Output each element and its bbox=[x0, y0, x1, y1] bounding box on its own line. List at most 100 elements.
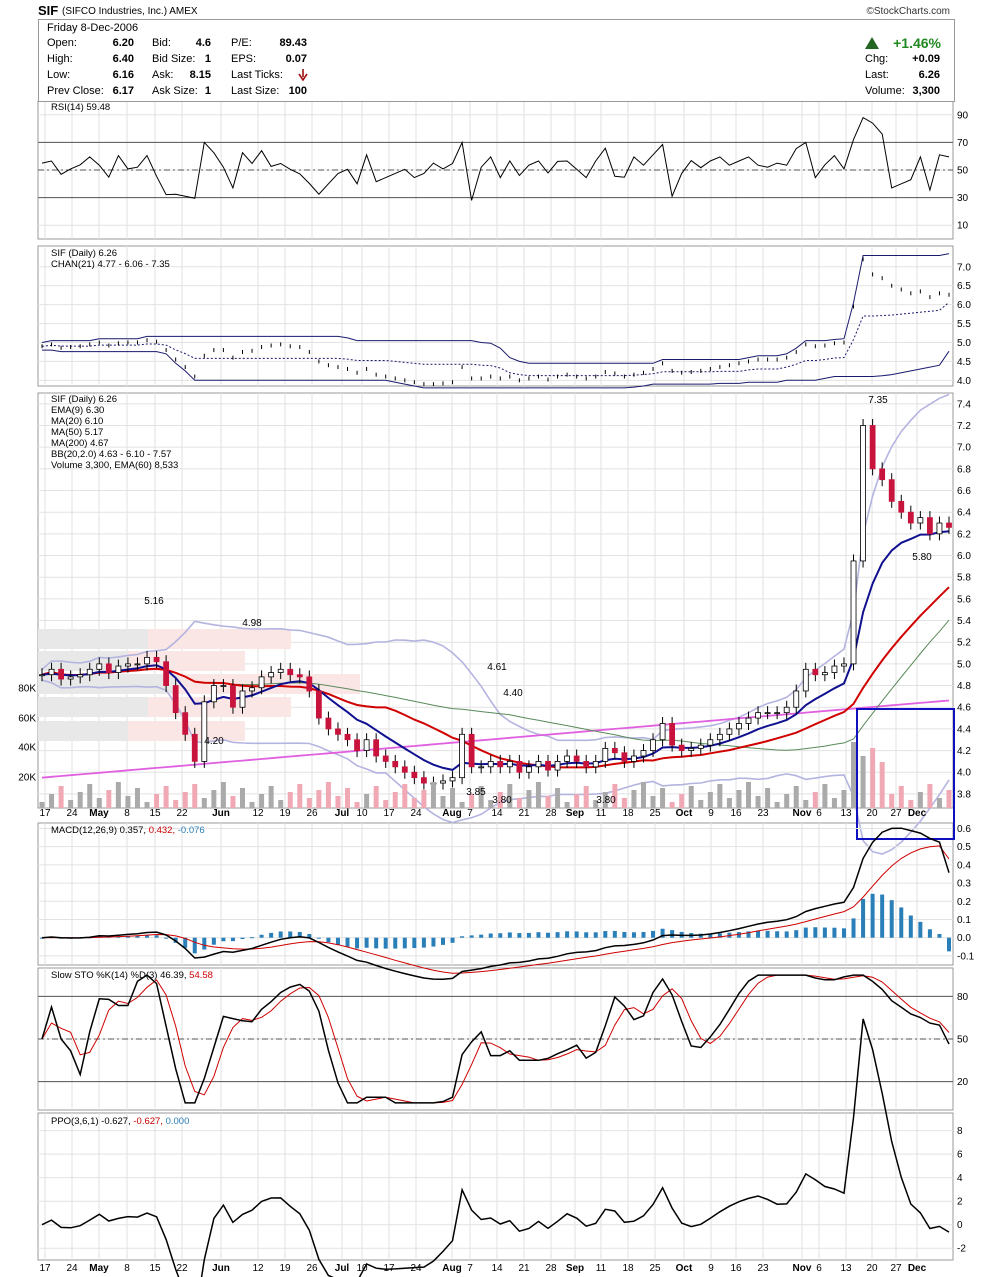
macd-hist-bar bbox=[125, 935, 130, 938]
sto-legend: Slow STO %K(14) %D(3) 46.39, 54.58 bbox=[51, 970, 213, 981]
x-label-1-11: 10 bbox=[356, 1263, 368, 1274]
volume-bar bbox=[325, 782, 331, 808]
volume-bar bbox=[316, 790, 322, 808]
candle-body bbox=[506, 761, 513, 768]
price-annotation-9: 5.80 bbox=[912, 552, 932, 563]
x-label-0-14: Aug bbox=[442, 808, 461, 819]
x-label-1-25: 16 bbox=[730, 1263, 742, 1274]
low-label: Low: bbox=[47, 69, 71, 81]
x-label-1-17: 21 bbox=[518, 1263, 530, 1274]
tick-sto-2: 80 bbox=[957, 992, 969, 1003]
tick-price-2: 4.2 bbox=[957, 746, 971, 757]
tick-ppo-1: 0 bbox=[957, 1220, 963, 1231]
tick-chan-4: 6.0 bbox=[957, 300, 971, 311]
macd-hist-bar bbox=[221, 937, 226, 942]
x-label-1-19: Sep bbox=[566, 1263, 584, 1274]
chan-title-legend: SIF (Daily) 6.26 bbox=[51, 248, 117, 259]
candle-body bbox=[936, 522, 943, 535]
macd-hist-bar bbox=[555, 932, 560, 938]
volume-bar bbox=[889, 794, 895, 808]
volume-bar bbox=[746, 782, 752, 808]
candle-body bbox=[631, 755, 637, 762]
macd-hist-bar bbox=[469, 935, 474, 938]
macd-signal-value: 0.432, bbox=[148, 825, 176, 836]
x-label-1-24: 9 bbox=[708, 1263, 714, 1274]
candle-body bbox=[764, 712, 771, 715]
chan-lower bbox=[42, 349, 950, 389]
candle-body bbox=[258, 676, 265, 689]
macd-hist-bar bbox=[708, 933, 713, 938]
candle-body bbox=[812, 668, 819, 676]
tick-price-1: 4.0 bbox=[957, 768, 971, 779]
tick-price-4: 4.6 bbox=[957, 703, 971, 714]
last-ticks-label: Last Ticks: bbox=[231, 69, 283, 81]
volume-bar bbox=[497, 792, 503, 808]
tick-price-3: 4.4 bbox=[957, 724, 971, 735]
candle-body bbox=[315, 690, 322, 719]
tick-rsi-2: 50 bbox=[957, 166, 969, 177]
volume-bar bbox=[650, 796, 656, 808]
candle-body bbox=[239, 690, 246, 708]
sto-d-value: 54.58 bbox=[189, 970, 213, 981]
ma20-line bbox=[41, 586, 950, 769]
tick-ppo-0: -2 bbox=[957, 1244, 966, 1255]
tick-ppo-2: 2 bbox=[957, 1197, 963, 1208]
x-label-0-23: Oct bbox=[676, 808, 693, 819]
volume-bar bbox=[68, 800, 74, 808]
tick-macd-3: 0.2 bbox=[957, 897, 971, 908]
x-label-1-32: Dec bbox=[908, 1263, 927, 1274]
macd-signal-line bbox=[41, 845, 950, 974]
candle-body bbox=[927, 517, 933, 535]
last-size-value: 100 bbox=[288, 85, 307, 97]
volume-bar bbox=[173, 800, 179, 808]
tick-price-17: 7.2 bbox=[957, 421, 971, 432]
x-label-0-11: 10 bbox=[356, 808, 368, 819]
volume-bar bbox=[411, 798, 417, 808]
volume-bar bbox=[640, 782, 646, 808]
macd-hist-bar bbox=[736, 932, 741, 938]
volume-bar bbox=[765, 788, 771, 808]
candle-body bbox=[802, 668, 809, 692]
macd-hist-bar bbox=[927, 929, 932, 938]
sto-k-line bbox=[41, 974, 950, 1104]
macd-hist-bar bbox=[269, 932, 274, 938]
macd-hist-bar bbox=[717, 933, 722, 938]
tick-rsi-1: 30 bbox=[957, 193, 969, 204]
candle-body bbox=[487, 761, 494, 768]
x-label-0-28: 6 bbox=[816, 808, 822, 819]
macd-hist-bar bbox=[631, 932, 636, 938]
main-title-legend: SIF (Daily) 6.26 bbox=[51, 394, 117, 405]
macd-hist-bar bbox=[479, 934, 484, 938]
x-label-0-31: 27 bbox=[890, 808, 902, 819]
vbp-red-3 bbox=[148, 697, 291, 717]
macd-hist-bar bbox=[307, 934, 312, 938]
volume-bar bbox=[297, 784, 303, 808]
vol-tick-3: 80K bbox=[18, 684, 36, 695]
tick-chan-3: 5.5 bbox=[957, 319, 971, 330]
candle-body bbox=[440, 780, 446, 784]
volume-bar bbox=[535, 782, 541, 808]
volume-bar bbox=[516, 798, 522, 808]
up-triangle-icon bbox=[865, 37, 879, 49]
volume-bar bbox=[545, 796, 551, 808]
macd-hist-bar bbox=[861, 898, 866, 938]
macd-hist-bar bbox=[794, 930, 799, 938]
macd-hist-bar bbox=[431, 937, 436, 947]
candle-body bbox=[640, 750, 647, 757]
x-label-1-10: Jul bbox=[335, 1263, 350, 1274]
volume-bar bbox=[58, 786, 64, 808]
volume-bar bbox=[593, 800, 599, 808]
tick-chan-5: 6.5 bbox=[957, 281, 971, 292]
volume-bar bbox=[306, 798, 312, 808]
candle-body bbox=[296, 674, 303, 678]
macd-hist-bar bbox=[192, 937, 197, 954]
macd-hist-bar bbox=[937, 934, 942, 938]
candle-body bbox=[86, 668, 93, 676]
volume-bar bbox=[211, 790, 217, 808]
volume-bar bbox=[602, 792, 608, 808]
volume-bar bbox=[421, 790, 427, 808]
candle-body bbox=[478, 766, 485, 769]
macd-hist-bar bbox=[412, 937, 417, 949]
ask-label: Ask: bbox=[152, 69, 174, 81]
volume-bar bbox=[851, 742, 857, 808]
